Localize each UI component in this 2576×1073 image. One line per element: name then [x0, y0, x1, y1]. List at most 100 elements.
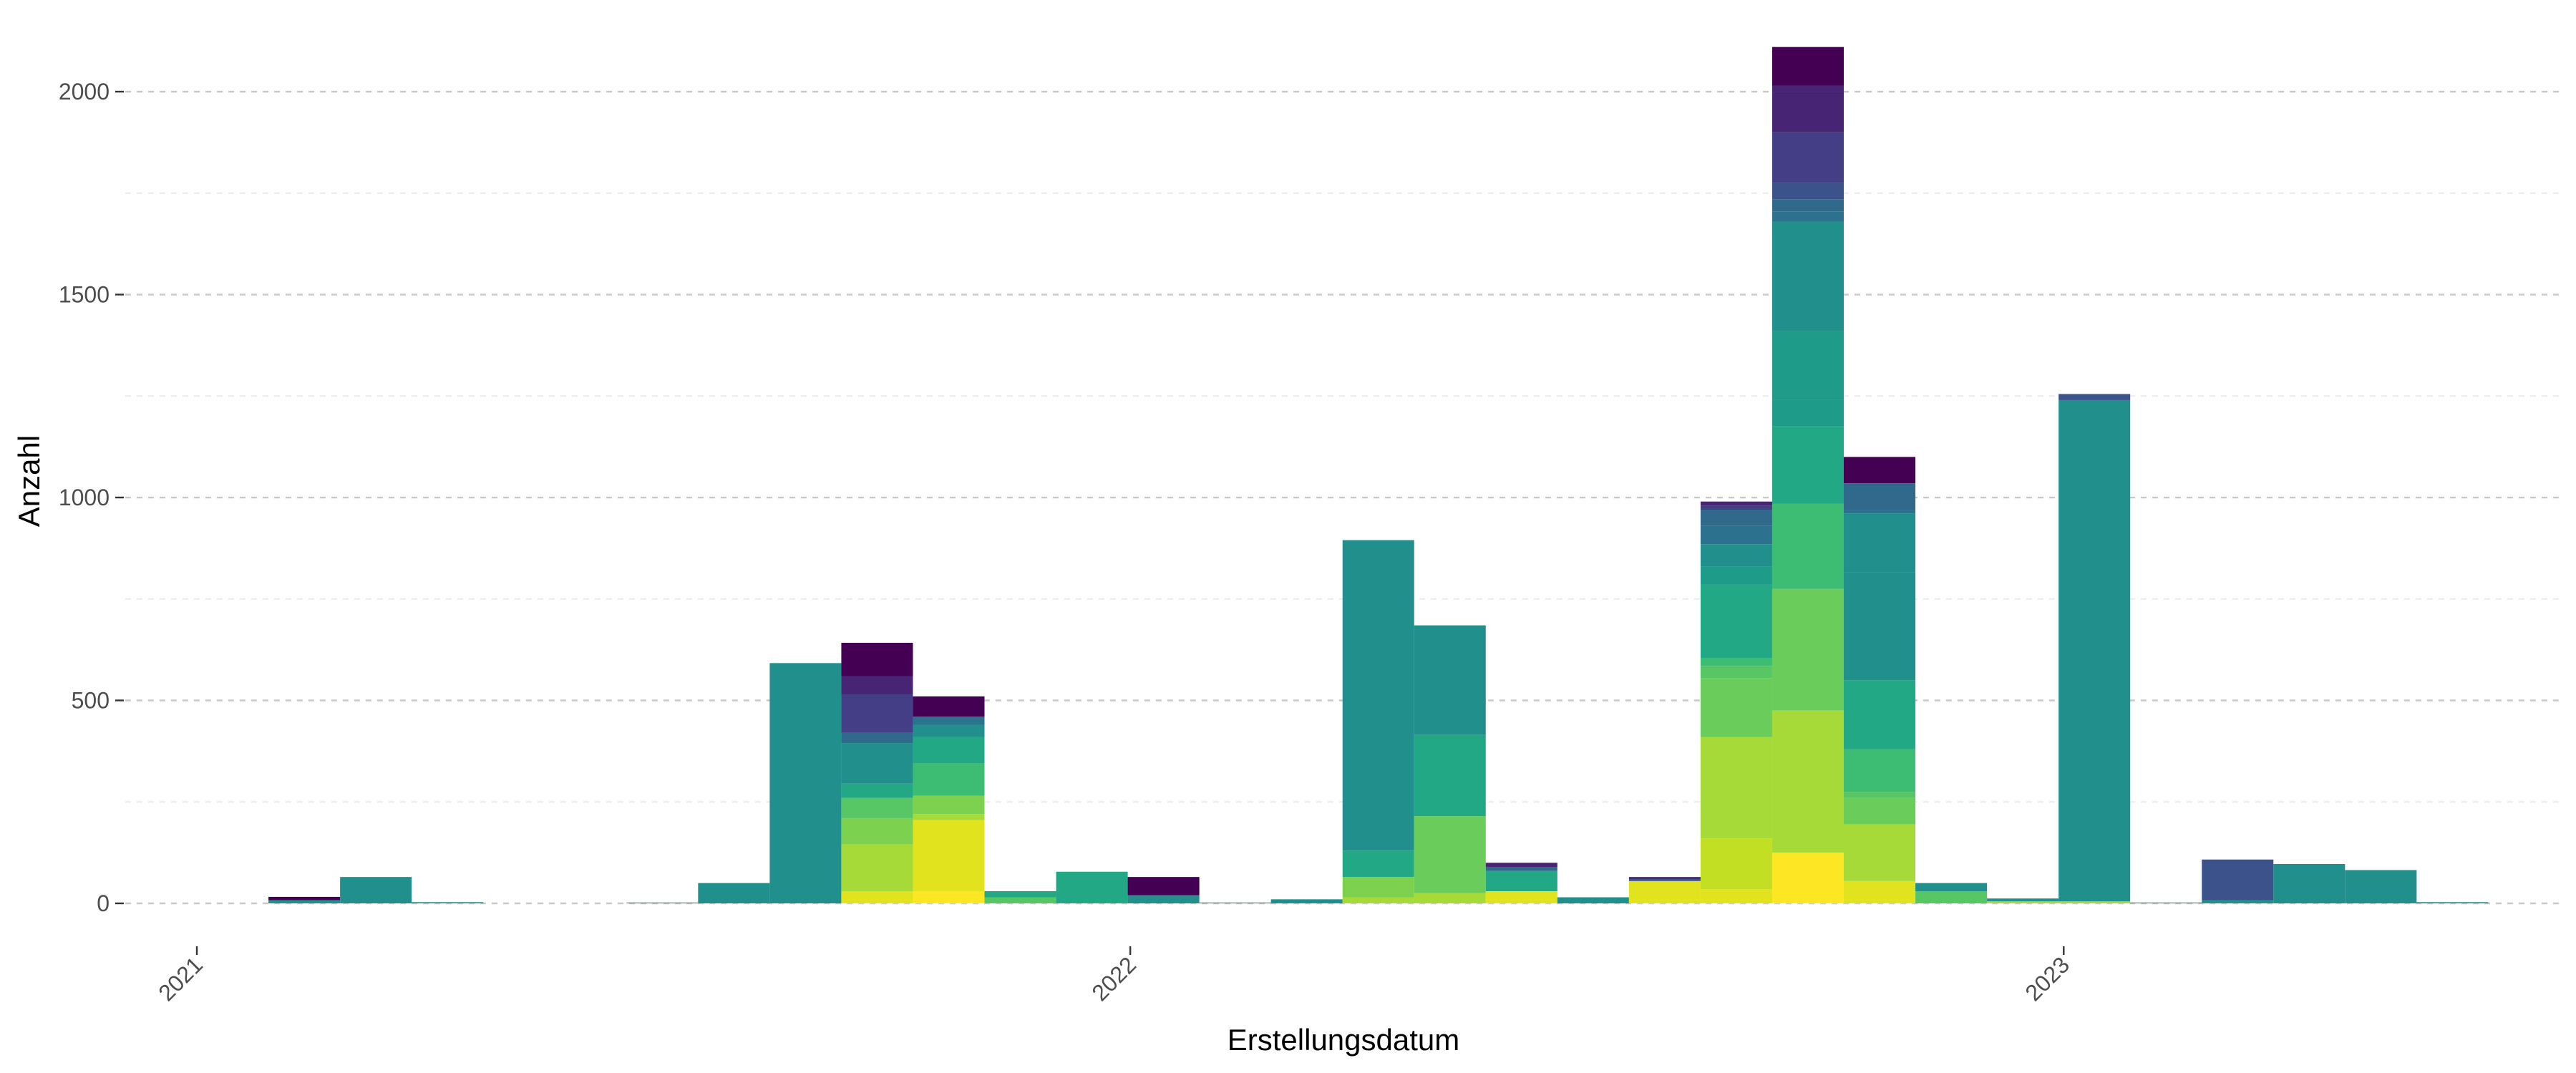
bar-segment-18-8 — [1700, 544, 1772, 567]
y-tick-label-0: 0 — [97, 890, 110, 916]
bar-segment-18-10 — [1700, 510, 1772, 526]
bar-segment-14-2 — [1414, 734, 1486, 817]
bar-segment-19-6 — [1771, 331, 1844, 400]
bar-segment-19-14 — [1771, 85, 1844, 92]
bar-segment-18-4 — [1700, 666, 1772, 679]
y-tick-label-500: 500 — [72, 688, 110, 714]
bar-segment-18-6 — [1700, 584, 1772, 658]
bar-segment-20-2 — [1844, 797, 1916, 825]
bar-segment-7-5 — [913, 737, 985, 764]
bar-segment-17-2 — [1628, 877, 1701, 879]
bar-segment-18-9 — [1700, 525, 1772, 545]
bar-2022-03-25 — [1342, 540, 1414, 903]
bar-2021-01-29 — [268, 896, 341, 903]
bar-segment-18-2 — [1700, 737, 1772, 839]
bar-segment-8-1 — [984, 890, 1056, 898]
bar-segment-7-2 — [913, 814, 985, 820]
bar-segment-19-9 — [1771, 211, 1844, 222]
bar-2022-06-17 — [1557, 897, 1629, 903]
bar-segment-22-0 — [1987, 901, 2059, 903]
bar-segment-14-3 — [1414, 625, 1486, 735]
bar-segment-6-5 — [841, 743, 913, 784]
bar-segment-25-1 — [2202, 859, 2274, 900]
bar-segment-20-9 — [1844, 483, 1916, 510]
bar-2023-02-24 — [2202, 859, 2274, 903]
bar-2022-08-12 — [1700, 501, 1772, 903]
bar-segment-20-6 — [1844, 572, 1916, 681]
bar-2021-10-08 — [913, 696, 985, 903]
bar-segment-20-3 — [1844, 792, 1916, 798]
bar-segment-23-2 — [2059, 394, 2131, 400]
bar-segment-10-1 — [1127, 877, 1200, 895]
bar-segment-20-0 — [1844, 880, 1916, 903]
bar-segment-6-7 — [841, 694, 913, 733]
bar-segment-21-0 — [1915, 890, 1988, 903]
bar-segment-16-0 — [1557, 897, 1629, 903]
x-axis-title: Erstellungsdatum — [1228, 1023, 1460, 1057]
bar-2022-02-25 — [1270, 899, 1343, 903]
bar-segment-19-15 — [1771, 47, 1844, 86]
bar-segment-13-3 — [1342, 540, 1414, 851]
bar-segment-19-10 — [1771, 199, 1844, 212]
y-tick-label-1000: 1000 — [59, 485, 110, 510]
bar-segment-7-4 — [913, 763, 985, 796]
bar-segment-7-0 — [913, 890, 985, 903]
bar-2021-07-16 — [698, 883, 770, 903]
bar-segment-19-1 — [1771, 710, 1844, 853]
bar-segment-9-0 — [1056, 871, 1128, 903]
bar-segment-27-0 — [2345, 870, 2417, 903]
bar-segment-7-3 — [913, 795, 985, 815]
bar-segment-28-0 — [2416, 902, 2489, 903]
bar-segment-19-2 — [1771, 588, 1844, 711]
bar-segment-25-0 — [2202, 900, 2274, 903]
bar-2021-09-10 — [841, 642, 913, 903]
bar-segment-8-0 — [984, 897, 1056, 903]
bar-segment-22-1 — [1987, 898, 2059, 902]
bar-segment-7-7 — [913, 717, 985, 725]
bar-segment-19-12 — [1771, 132, 1844, 183]
bar-segment-6-2 — [841, 817, 913, 845]
bar-segment-19-4 — [1771, 426, 1844, 504]
bar-segment-20-8 — [1844, 510, 1916, 514]
bar-segment-20-4 — [1844, 749, 1916, 792]
bar-2022-12-02 — [1987, 898, 2059, 903]
bar-segment-20-10 — [1844, 457, 1916, 484]
bar-segment-7-1 — [913, 820, 985, 891]
y-tick-label-2000: 2000 — [59, 79, 110, 105]
bar-segment-21-1 — [1915, 883, 1988, 891]
bar-segment-18-0 — [1700, 889, 1772, 903]
bar-segment-10-0 — [1127, 895, 1200, 903]
bar-2022-12-30 — [2059, 394, 2131, 903]
bar-segment-7-6 — [913, 724, 985, 737]
bar-segment-13-2 — [1342, 850, 1414, 878]
bar-2022-05-20 — [1485, 863, 1557, 903]
bar-segment-14-1 — [1414, 816, 1486, 893]
bar-2022-10-07 — [1844, 457, 1916, 903]
bar-segment-18-5 — [1700, 657, 1772, 666]
bar-segment-2-0 — [412, 902, 484, 903]
bar-segment-18-11 — [1700, 505, 1772, 510]
bar-segment-17-1 — [1628, 878, 1701, 881]
bar-2023-04-21 — [2345, 870, 2417, 903]
bar-segment-6-6 — [841, 732, 913, 744]
bar-segment-0-1 — [268, 896, 341, 900]
bar-segment-19-8 — [1771, 221, 1844, 265]
bar-segment-14-0 — [1414, 893, 1486, 903]
bar-segment-19-5 — [1771, 399, 1844, 427]
bar-2022-09-09 — [1771, 47, 1844, 903]
bar-2022-04-22 — [1414, 625, 1486, 903]
bar-segment-5-0 — [769, 663, 842, 903]
bar-segment-15-0 — [1485, 890, 1557, 903]
bar-segment-23-0 — [2059, 901, 2131, 903]
bar-segment-23-1 — [2059, 399, 2131, 902]
bar-segment-18-7 — [1700, 566, 1772, 585]
bars — [268, 47, 2489, 903]
y-axis-title: Anzahl — [12, 435, 46, 527]
bar-segment-19-11 — [1771, 183, 1844, 200]
bar-segment-20-7 — [1844, 513, 1916, 573]
bar-2021-03-26 — [412, 902, 484, 903]
bar-segment-13-1 — [1342, 877, 1414, 898]
bar-segment-19-7 — [1771, 264, 1844, 331]
bar-segment-6-0 — [841, 890, 913, 903]
